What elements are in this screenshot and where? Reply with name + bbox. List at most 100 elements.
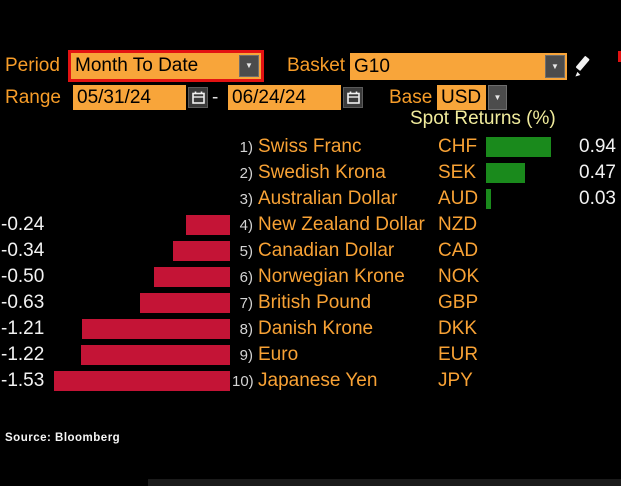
negative-bar-zone <box>50 163 232 183</box>
negative-bar-zone <box>50 371 232 391</box>
range-label: Range <box>5 87 61 108</box>
currency-code: EUR <box>438 344 479 365</box>
basket-value: G10 <box>354 55 390 77</box>
row-rank: 1) <box>239 138 253 156</box>
positive-bar-zone <box>486 137 566 157</box>
period-value: Month To Date <box>75 55 199 76</box>
negative-bar-zone <box>50 189 232 209</box>
currency-row[interactable]: 2) Swedish Krona SEK 0.47 <box>0 160 621 186</box>
range-start-input[interactable]: 05/31/24 <box>73 85 186 110</box>
negative-bar-zone <box>50 267 232 287</box>
negative-value-label: -0.24 <box>1 214 45 235</box>
currency-row[interactable]: -0.24 4) New Zealand Dollar NZD <box>0 212 621 238</box>
row-rank: 3) <box>239 190 253 208</box>
negative-value-label: -1.53 <box>1 370 45 391</box>
row-rank: 10) <box>232 372 254 390</box>
calendar-icon[interactable] <box>188 87 208 108</box>
range-end-input[interactable]: 06/24/24 <box>228 85 341 110</box>
positive-bar-zone <box>486 189 566 209</box>
base-dropdown-button[interactable]: ▼ <box>488 85 507 110</box>
row-rank: 5) <box>239 242 253 260</box>
currency-code: AUD <box>438 188 479 209</box>
positive-bar <box>486 163 525 183</box>
positive-bar-zone <box>486 163 566 183</box>
currency-row[interactable]: -0.63 7) British Pound GBP <box>0 290 621 316</box>
negative-value-label: -1.22 <box>1 344 45 365</box>
chart-title: Spot Returns (%) <box>410 108 556 129</box>
row-rank: 7) <box>239 294 253 312</box>
positive-value-label: 0.94 <box>579 136 616 157</box>
calendar-icon[interactable] <box>343 87 363 108</box>
period-select[interactable]: Month To Date ▼ <box>68 50 264 82</box>
currency-name: Danish Krone <box>258 318 374 339</box>
base-select[interactable]: USD <box>437 85 486 110</box>
positive-bar-zone <box>486 345 566 365</box>
positive-bar-zone <box>486 371 566 391</box>
chevron-down-icon: ▼ <box>245 61 253 70</box>
negative-value-label: -0.50 <box>1 266 45 287</box>
currency-code: CAD <box>438 240 479 261</box>
currency-code: NZD <box>438 214 478 235</box>
currency-name: British Pound <box>258 292 372 313</box>
positive-bar-zone <box>486 293 566 313</box>
row-rank: 8) <box>239 320 253 338</box>
basket-dropdown-button[interactable]: ▼ <box>545 55 565 78</box>
currency-code: CHF <box>438 136 478 157</box>
currency-name: Euro <box>258 344 299 365</box>
negative-bar <box>82 319 230 339</box>
currency-name: Canadian Dollar <box>258 240 395 261</box>
positive-bar-zone <box>486 319 566 339</box>
row-rank: 4) <box>239 216 253 234</box>
negative-bar-zone <box>50 293 232 313</box>
negative-value-label: -0.34 <box>1 240 45 261</box>
negative-bar-zone <box>50 345 232 365</box>
negative-value-label: -0.63 <box>1 292 45 313</box>
row-rank: 6) <box>239 268 253 286</box>
basket-select[interactable]: G10 ▼ <box>350 53 567 80</box>
positive-bar <box>486 137 551 157</box>
currency-row[interactable]: 1) Swiss Franc CHF 0.94 <box>0 134 621 160</box>
negative-value-label: -1.21 <box>1 318 45 339</box>
currency-row[interactable]: -1.53 10) Japanese Yen JPY <box>0 368 621 394</box>
base-label: Base <box>389 87 433 108</box>
currency-row[interactable]: -0.50 6) Norwegian Krone NOK <box>0 264 621 290</box>
positive-bar <box>486 189 491 209</box>
currency-name: Australian Dollar <box>258 188 398 209</box>
currency-name: Swedish Krona <box>258 162 386 183</box>
currency-row[interactable]: -0.34 5) Canadian Dollar CAD <box>0 238 621 264</box>
currency-row[interactable]: -1.21 8) Danish Krone DKK <box>0 316 621 342</box>
negative-bar-zone <box>50 215 232 235</box>
negative-bar <box>154 267 230 287</box>
currency-code: SEK <box>438 162 477 183</box>
currency-code: DKK <box>438 318 478 339</box>
negative-bar-zone <box>50 137 232 157</box>
currency-row[interactable]: -1.22 9) Euro EUR <box>0 342 621 368</box>
positive-bar-zone <box>486 215 566 235</box>
period-dropdown-button[interactable]: ▼ <box>239 55 259 77</box>
negative-bar-zone <box>50 319 232 339</box>
currency-name: Norwegian Krone <box>258 266 405 287</box>
cropped-edge-mark <box>618 51 621 62</box>
positive-value-label: 0.47 <box>579 162 616 183</box>
positive-value-label: 0.03 <box>579 188 616 209</box>
negative-bar-zone <box>50 241 232 261</box>
negative-bar <box>173 241 230 261</box>
chevron-down-icon: ▼ <box>493 92 502 102</box>
currency-name: Japanese Yen <box>258 370 378 391</box>
negative-bar <box>54 371 230 391</box>
negative-bar <box>140 293 230 313</box>
currency-name: Swiss Franc <box>258 136 362 157</box>
period-label: Period <box>5 55 60 76</box>
currency-row[interactable]: 3) Australian Dollar AUD 0.03 <box>0 186 621 212</box>
chevron-down-icon: ▼ <box>551 61 559 71</box>
range-separator: - <box>212 87 219 108</box>
row-rank: 2) <box>239 164 253 182</box>
positive-bar-zone <box>486 241 566 261</box>
negative-bar <box>81 345 230 365</box>
chart-rows: 1) Swiss Franc CHF 0.94 2) Swedish Krona… <box>0 134 621 394</box>
bottom-edge-strip <box>148 479 621 486</box>
source-note: Source: Bloomberg <box>5 432 121 444</box>
currency-code: GBP <box>438 292 479 313</box>
pencil-icon[interactable] <box>572 53 598 80</box>
